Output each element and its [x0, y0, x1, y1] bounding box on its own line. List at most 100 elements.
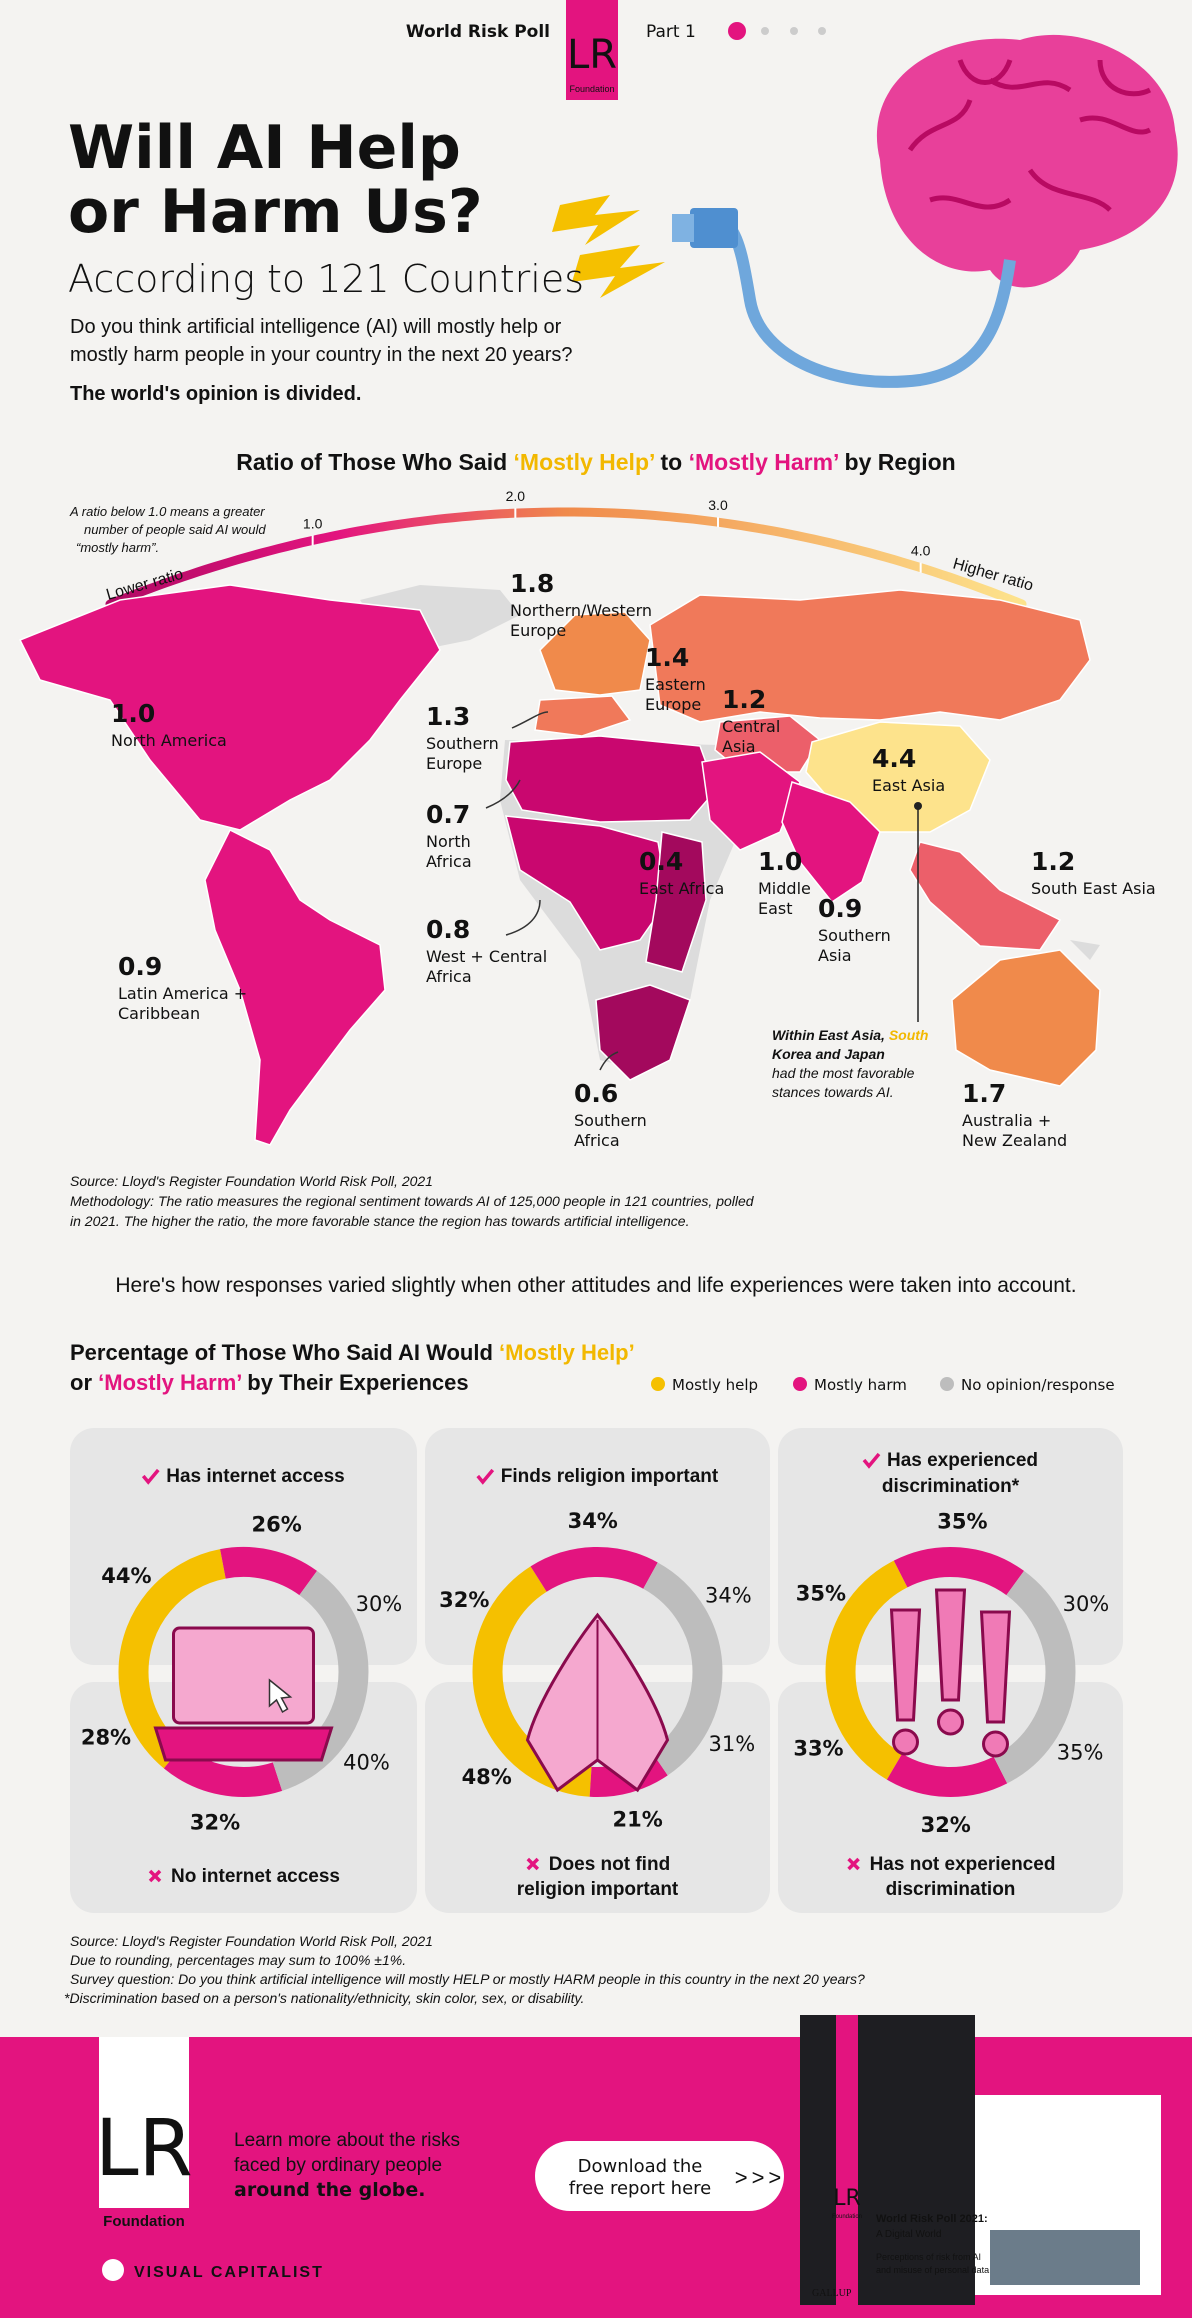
laptop-base — [153, 1726, 334, 1762]
region-name: Europe — [645, 695, 701, 714]
donut-segment — [272, 1671, 369, 1791]
region — [539, 611, 651, 696]
region — [781, 781, 881, 904]
region — [645, 831, 707, 973]
region-value: 1.4 — [645, 643, 689, 672]
map-methodology: Methodology: The ratio measures the regi… — [70, 1193, 755, 1209]
panel-title: No internet access — [171, 1866, 340, 1887]
region-name: Australia + — [962, 1111, 1051, 1130]
donut-label: 30% — [1063, 1592, 1110, 1616]
report-subtitle: and misuse of personal data — [876, 2265, 989, 2275]
region-name: East Asia — [872, 776, 945, 795]
region-name: Southern — [818, 926, 891, 945]
region-name: South East Asia — [1031, 879, 1156, 898]
report-title: World Risk Poll 2021: — [876, 2213, 988, 2225]
scale-note: “mostly harm”. — [76, 540, 159, 555]
legend-label: Mostly help — [672, 1376, 758, 1394]
download-button[interactable] — [535, 2141, 784, 2211]
map-note: Within East Asia, South — [772, 1027, 928, 1043]
exclamation-dot — [982, 1730, 1009, 1758]
panel-title: Has internet access — [166, 1466, 345, 1487]
logo: LR — [567, 32, 617, 78]
page-dot — [790, 27, 798, 35]
statement: The world's opinion is divided. — [70, 383, 361, 405]
region-arrow — [505, 899, 541, 936]
region-name: Northern/Western — [510, 601, 652, 620]
region-name: Asia — [818, 946, 852, 965]
donut-segment — [1005, 1570, 1076, 1673]
exclamation — [934, 1588, 967, 1702]
donut-label: 21% — [612, 1808, 662, 1832]
map-note-part: South — [889, 1027, 929, 1043]
report-title: A Digital World — [876, 2229, 941, 2240]
region-value: 1.3 — [426, 702, 470, 731]
page-dot — [761, 27, 769, 35]
panel-title: discrimination — [886, 1879, 1016, 1900]
map-title: Ratio of Those Who Said ‘Mostly Help’ to… — [236, 449, 955, 475]
map-title-part: ‘Mostly Help’ — [514, 449, 655, 475]
region-name: Southern — [426, 734, 499, 753]
donut-label: 33% — [793, 1736, 843, 1760]
check-icon — [141, 1468, 160, 1485]
report-stripe — [836, 2015, 858, 2305]
map-title-part: ‘Mostly Harm’ — [689, 449, 839, 475]
scale-tick-label: 3.0 — [708, 497, 728, 513]
donut-segment — [163, 1744, 283, 1797]
title-line: or Harm Us? — [68, 177, 483, 247]
region-name: Europe — [426, 754, 482, 773]
region-value: 0.9 — [818, 894, 862, 923]
vc-logo — [102, 2259, 124, 2281]
region-name: North — [426, 832, 471, 851]
region — [595, 984, 691, 1081]
report-photo — [990, 2230, 1140, 2285]
region-value: 4.4 — [872, 744, 916, 773]
chart-title-part: or — [70, 1370, 98, 1395]
region-name: Asia — [722, 737, 756, 756]
donut-label: 30% — [356, 1592, 403, 1616]
button-text: Download the — [578, 2156, 703, 2177]
region-name: Europe — [510, 621, 566, 640]
legend-label: No opinion/response — [961, 1376, 1115, 1394]
learn-text: around the globe. — [234, 2179, 426, 2201]
subtitle: According to 121 Countries — [68, 257, 584, 301]
scale-tick-label: 2.0 — [506, 488, 526, 504]
page-dot — [728, 22, 746, 40]
footnote: Source: Lloyd's Register Foundation Worl… — [70, 1933, 433, 1949]
region-name: East Africa — [639, 879, 724, 898]
footer-logo — [99, 2037, 189, 2234]
learn-text: faced by ordinary people — [234, 2155, 442, 2176]
donut-segment — [825, 1560, 908, 1673]
panel-title: Has not experienced — [870, 1854, 1056, 1875]
region — [505, 735, 717, 823]
report-subtitle: Perceptions of risk from AI — [876, 2252, 981, 2262]
learn-text: Learn more about the risks — [234, 2130, 460, 2151]
title-line: Will AI Help — [68, 113, 461, 183]
donut-segment — [220, 1547, 318, 1596]
region-value: 1.8 — [510, 569, 554, 598]
region-value: 1.0 — [111, 699, 155, 728]
footnote: *Discrimination based on a person's nati… — [64, 1990, 584, 2006]
chart-title: Percentage of Those Who Said AI Would ‘M… — [70, 1340, 635, 1365]
panel-title: discrimination* — [882, 1476, 1020, 1497]
chart-title-part: by Their Experiences — [241, 1370, 468, 1395]
region-value: 1.0 — [758, 847, 802, 876]
region-value: 0.9 — [118, 952, 162, 981]
region — [18, 584, 441, 831]
region-value: 1.2 — [722, 685, 766, 714]
region-value: 1.2 — [1031, 847, 1075, 876]
region-value: 0.7 — [426, 800, 470, 829]
footer-logo-sub: Foundation — [103, 2213, 185, 2230]
region-arrow — [511, 711, 549, 729]
footnote: Due to rounding, percentages may sum to … — [70, 1952, 406, 1968]
region-name: Caribbean — [118, 1004, 200, 1023]
region — [951, 949, 1101, 1087]
region — [204, 828, 386, 1146]
panel-title: religion important — [517, 1879, 679, 1900]
report-cover — [800, 2015, 975, 2305]
map-title-part: Ratio of Those Who Said — [236, 449, 513, 475]
region — [701, 751, 801, 851]
donut-segment — [118, 1549, 227, 1673]
question: Do you think artificial intelligence (AI… — [70, 316, 562, 338]
